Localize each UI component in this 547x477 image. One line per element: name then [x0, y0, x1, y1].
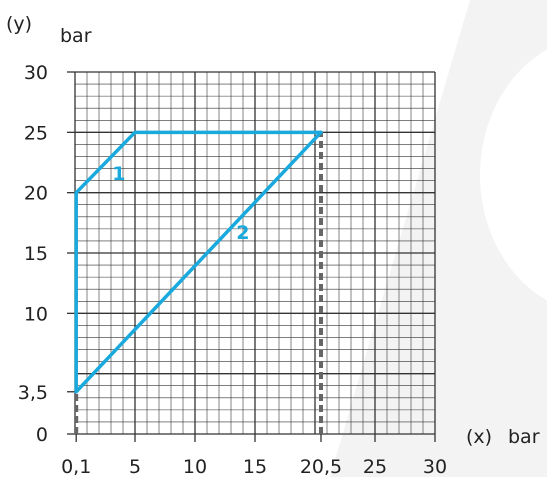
background-decoration: [330, 0, 547, 477]
y-tick-label: 30: [24, 62, 48, 84]
y-tick-label: 20: [24, 183, 48, 205]
y-tick-label: 10: [24, 303, 48, 325]
series-label-2: 2: [236, 222, 249, 244]
y-tick-label: 3,5: [18, 382, 48, 404]
x-axis-unit: bar: [508, 426, 540, 448]
x-tick-label: 10: [183, 456, 207, 477]
x-tick-label: 5: [129, 456, 141, 477]
y-axis-label: (y): [6, 13, 32, 35]
x-tick-labels: 0,1 5 10 15 20,5 25 30: [61, 456, 447, 477]
y-tick-label: 15: [24, 243, 48, 265]
series-lines: [74, 130, 323, 394]
background-circle-shape: [480, 49, 547, 301]
y-tick-labels: 0 3,5 10 15 20 25 30: [18, 62, 48, 446]
reference-lines: [74, 132, 323, 434]
series-labels: 12: [112, 163, 249, 244]
series-line-1: [74, 130, 323, 394]
y-tick-label: 25: [24, 122, 48, 144]
grid: [67, 71, 436, 442]
y-axis-unit: bar: [60, 25, 92, 47]
x-tick-label: 0,1: [61, 456, 91, 477]
x-axis-label: (x): [466, 426, 492, 448]
x-tick-label: 15: [243, 456, 267, 477]
y-tick-label: 0: [36, 424, 48, 446]
series-label-1: 1: [112, 163, 125, 185]
x-tick-label: 20,5: [300, 456, 342, 477]
x-tick-label: 25: [363, 456, 387, 477]
series-line-2: [74, 130, 323, 394]
x-tick-label: 30: [423, 456, 447, 477]
